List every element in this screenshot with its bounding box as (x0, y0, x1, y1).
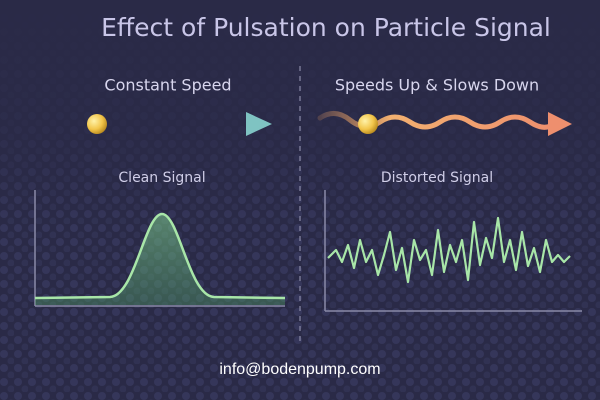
clean-signal (34, 212, 286, 300)
signal-area (35, 214, 285, 305)
particle (87, 114, 107, 134)
title: Effect of Pulsation on Particle Signal (101, 13, 551, 42)
particle (358, 114, 378, 134)
distorted-signal (327, 216, 571, 284)
signal-label: Distorted Signal (381, 170, 493, 186)
arrow-head (548, 112, 572, 136)
signal-label: Clean Signal (118, 170, 205, 186)
arrow-head (246, 112, 272, 136)
contact-email: info@bodenpump.com (219, 361, 380, 378)
panel-heading: Speeds Up & Slows Down (335, 76, 539, 95)
panel-heading: Constant Speed (104, 76, 231, 95)
